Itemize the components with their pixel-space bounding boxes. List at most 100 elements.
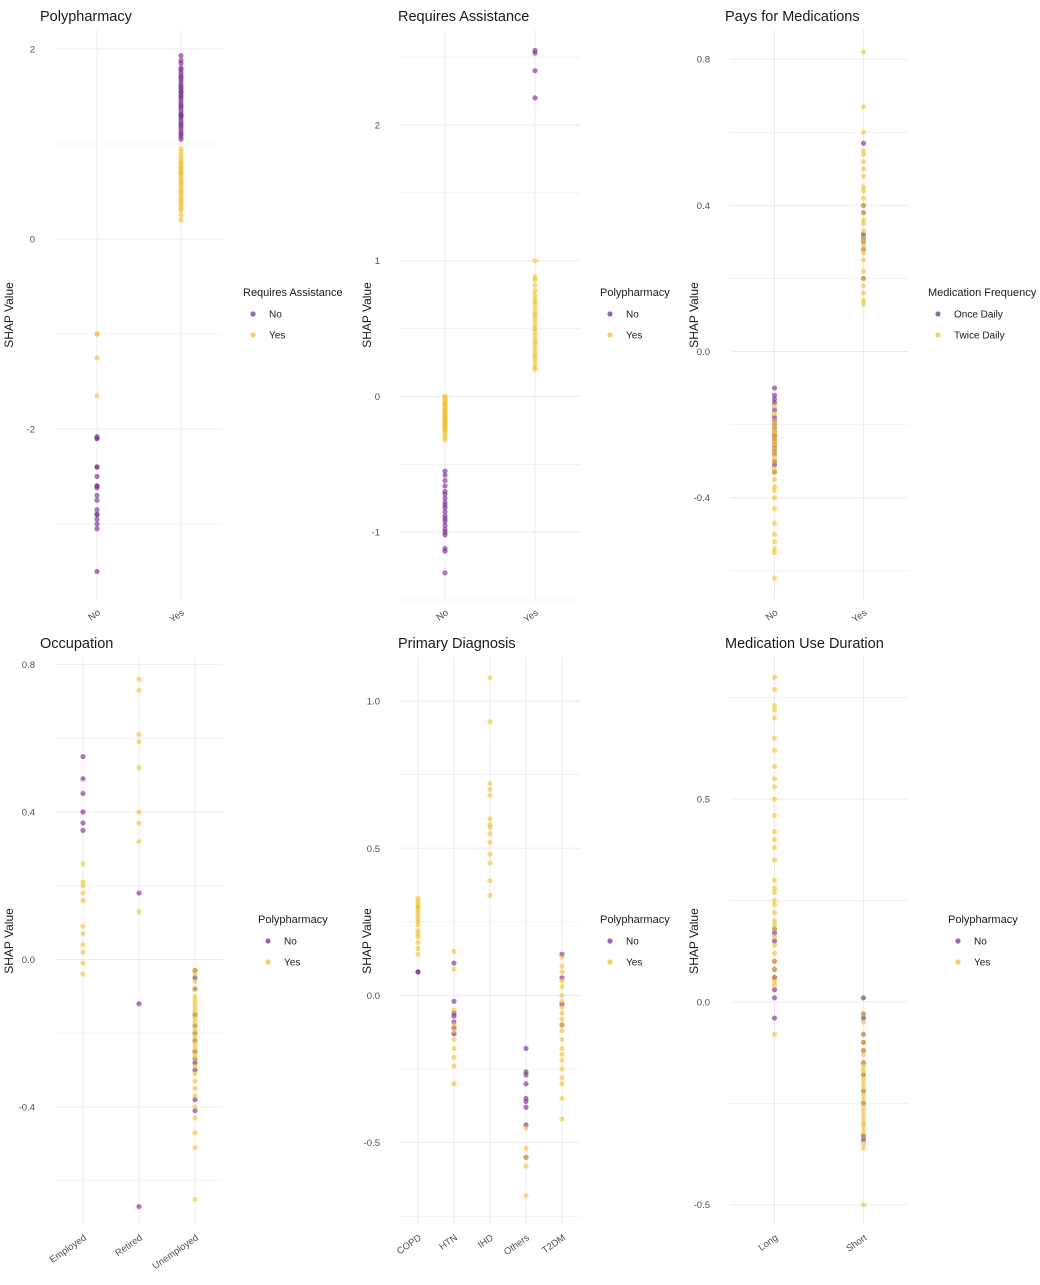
legend-key [250, 332, 256, 338]
data-point [178, 217, 184, 223]
data-point [136, 765, 142, 771]
legend-label: Yes [626, 331, 642, 342]
legend-key [265, 938, 271, 944]
data-point [523, 1163, 529, 1169]
panel-3: Pays for Medications SHAP Value 0.8 0.4 0.0 -… [687, 9, 1037, 625]
x-tick-label: Yes [522, 607, 541, 625]
data-point [771, 987, 778, 993]
y-tick-label: -0.4 [694, 493, 710, 504]
x-tick-label: Short [844, 1232, 869, 1254]
data-point [771, 918, 778, 924]
data-point [559, 1066, 565, 1072]
data-point [94, 568, 100, 575]
data-point [192, 978, 198, 985]
data-point [487, 851, 493, 857]
legend-label: No [974, 937, 987, 948]
legend-label: Yes [269, 331, 285, 342]
legend-key [607, 938, 613, 944]
data-point [559, 998, 565, 1004]
data-point [136, 838, 142, 845]
data-point [192, 1041, 198, 1047]
x-tick-label: Others [502, 1232, 532, 1258]
data-point [94, 511, 100, 518]
data-point [771, 403, 778, 409]
data-point [178, 60, 184, 66]
data-point [771, 978, 778, 985]
data-point [487, 860, 493, 866]
data-point [771, 436, 778, 442]
data-point [771, 414, 778, 420]
data-point [771, 966, 778, 973]
data-point [771, 995, 778, 1001]
data-point [80, 860, 86, 867]
data-point [94, 331, 100, 337]
panel-title: Medication Use Duration [725, 636, 884, 652]
data-point [94, 521, 100, 527]
data-point [94, 492, 100, 499]
legend-title: Polypharmacy [600, 914, 670, 926]
data-point [860, 195, 867, 201]
data-point [771, 458, 778, 464]
data-point [559, 978, 565, 984]
y-tick-label: 1 [375, 256, 380, 267]
data-point [559, 1051, 565, 1057]
data-point [532, 355, 538, 362]
data-point [136, 820, 142, 826]
legend-key [250, 311, 256, 317]
data-point [860, 290, 867, 296]
data-point [94, 435, 100, 442]
data-point [771, 828, 778, 835]
data-point [136, 739, 142, 745]
legend-title: Medication Frequency [928, 287, 1037, 299]
data-point [192, 1196, 198, 1202]
data-point [559, 963, 565, 969]
data-point [860, 235, 867, 241]
data-point [860, 210, 867, 216]
data-point [523, 1154, 529, 1160]
data-point [415, 969, 421, 975]
data-point [559, 1075, 565, 1081]
data-point [860, 1080, 867, 1086]
data-point [523, 1081, 529, 1087]
data-point [860, 188, 867, 194]
data-point [94, 393, 100, 399]
data-point [178, 136, 184, 142]
x-tick-label: IHD [476, 1232, 496, 1250]
legend-key [607, 311, 613, 317]
data-point [559, 1028, 565, 1034]
data-point [192, 1008, 198, 1014]
data-point [860, 104, 867, 110]
data-point [771, 549, 778, 556]
data-point [771, 703, 778, 709]
data-point [771, 950, 778, 956]
legend: Medication Frequency Once Daily Twice Dail… [928, 287, 1037, 342]
data-point [442, 495, 448, 501]
data-point [860, 1129, 867, 1135]
data-point [559, 1116, 565, 1122]
data-point [860, 242, 867, 249]
y-tick-label: -0.4 [19, 1102, 35, 1113]
data-point [860, 268, 867, 274]
data-point [532, 315, 538, 321]
data-point [136, 1001, 142, 1007]
data-point [771, 974, 778, 981]
data-point [771, 400, 778, 406]
data-point [860, 217, 867, 223]
data-point [192, 1030, 198, 1036]
data-point [415, 933, 421, 940]
data-point [771, 484, 778, 490]
data-point [487, 892, 493, 898]
panel-4: Occupation SHAP Value 0.8 0.4 0.0 -0.4 Employe… [2, 636, 328, 1272]
data-point [860, 1084, 867, 1090]
data-point [451, 1054, 457, 1060]
data-point [192, 993, 198, 999]
data-point [80, 879, 86, 885]
data-point [192, 1078, 198, 1084]
data-point [860, 228, 867, 234]
y-tick-label: -0.5 [694, 1200, 710, 1211]
data-point [192, 1130, 198, 1136]
data-point [860, 1072, 867, 1078]
data-point [80, 809, 86, 815]
data-point [192, 1049, 198, 1055]
